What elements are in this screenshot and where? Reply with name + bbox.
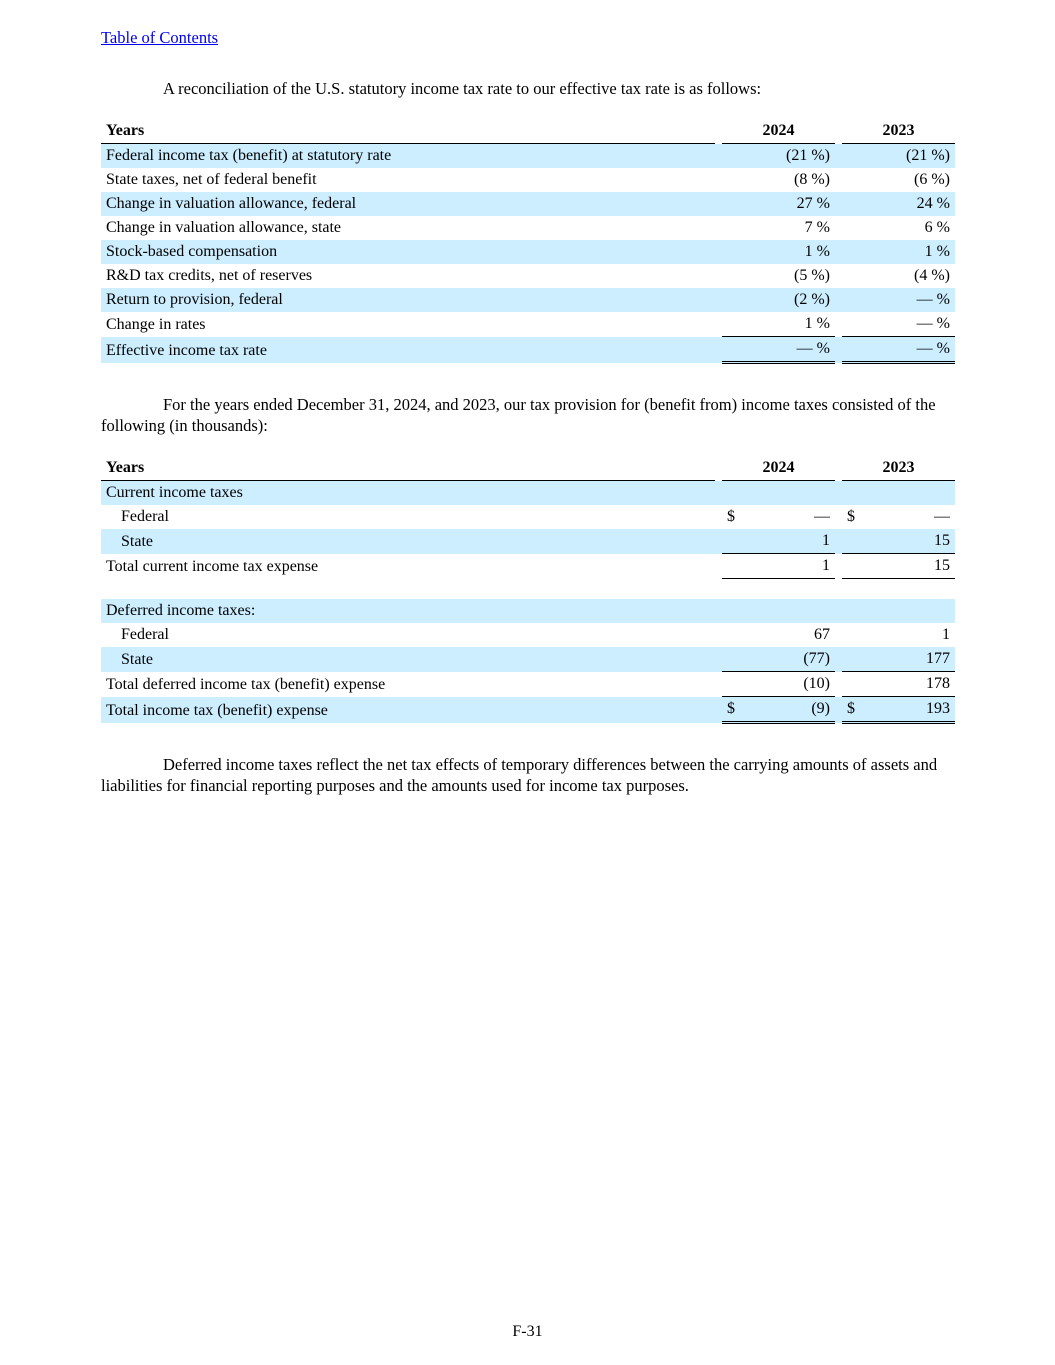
table-row: Federal $ — $ — [101,505,955,529]
table-row: R&D tax credits, net of reserves (5 %) (… [101,264,955,288]
value-2024: (77) [722,647,835,673]
header-years: Years [101,456,715,482]
row-label: Stock-based compensation [106,243,278,261]
row-label: R&D tax credits, net of reserves [106,267,313,285]
value-2024: 1 % [722,312,835,338]
header-2024: 2024 [722,119,835,145]
grand-total-row: Total income tax (benefit) expense $ (9) … [101,696,955,725]
value-2024: $ — [727,508,830,526]
value-2023: (21 %) [906,147,950,165]
value-2023: 15 [842,529,955,555]
header-2023: 2023 [842,119,955,145]
section-label: Deferred income taxes: [106,602,256,620]
value-2024: 67 [814,626,830,644]
value-2024: 27 % [796,195,830,213]
row-label: Change in valuation allowance, state [106,219,342,237]
table-row: State 1 15 [101,529,955,555]
row-label: State taxes, net of federal benefit [106,171,317,189]
value-2023: — % [842,336,955,365]
dollar-sign: $ [727,700,735,718]
value-2024: 1 % [804,243,830,261]
row-label: Federal [121,508,169,526]
table-row: Change in valuation allowance, federal 2… [101,192,955,217]
section-label: Current income taxes [106,484,243,502]
row-label: Total income tax (benefit) expense [106,701,328,719]
table-header-row: Years 2024 2023 [101,456,955,482]
table-row: Federal 67 1 [101,623,955,647]
row-label: State [121,650,153,668]
value-2023: 24 % [916,195,950,213]
value-2024: (10) [722,671,835,698]
provision-paragraph: For the years ended December 31, 2024, a… [101,395,936,436]
spacer-row [101,579,955,600]
table-row: Effective income tax rate — % — % [101,336,955,365]
tax-rate-reconciliation-table: Years 2024 2023 Federal income tax (bene… [101,119,955,365]
row-label: Change in valuation allowance, federal [106,195,357,213]
value-2023: 1 % [924,243,950,261]
row-label: Change in rates [106,315,206,333]
table-row: Stock-based compensation 1 % 1 % [101,240,955,265]
page-number: F-31 [512,1323,543,1340]
value-2023: (6 %) [914,171,950,189]
dollar-sign: $ [727,508,735,526]
table-row: State (77) 177 [101,647,955,673]
table-header-row: Years 2024 2023 [101,119,955,145]
table-of-contents-link[interactable]: Table of Contents [101,28,219,47]
total-row: Total deferred income tax (benefit) expe… [101,671,955,698]
table-row: Change in valuation allowance, state 7 %… [101,216,955,240]
row-label: Return to provision, federal [106,291,283,309]
header-2023: 2023 [842,456,955,482]
table-row: State taxes, net of federal benefit (8 %… [101,168,955,192]
value-2024: 1 [722,529,835,555]
intro-paragraph: A reconciliation of the U.S. statutory i… [163,79,762,98]
section-row-current: Current income taxes [101,480,955,506]
total-row: Total current income tax expense 1 15 [101,553,955,580]
value-2024: (5 %) [794,267,830,285]
value-2024: 1 [722,553,835,580]
value-2023: 15 [842,553,955,580]
value-2024: (2 %) [794,291,830,309]
table-row: Return to provision, federal (2 %) — % [101,288,955,313]
tax-provision-table: Years 2024 2023 Current income taxes Fed… [101,456,955,725]
value-2023: (4 %) [914,267,950,285]
value-2023: — % [916,291,950,309]
value-2023: 6 % [924,219,950,237]
table-row: Federal income tax (benefit) at statutor… [101,143,955,169]
value-2024: 7 % [804,219,830,237]
value-2023: 178 [842,671,955,698]
row-label: Total deferred income tax (benefit) expe… [106,675,386,693]
row-label: Total current income tax expense [106,557,319,575]
dollar-sign: $ [847,508,855,526]
row-label: Effective income tax rate [106,341,267,359]
value-2023: $ — [847,508,950,526]
dollar-sign: $ [847,700,855,718]
value-2024: (8 %) [794,171,830,189]
table-row: Change in rates 1 % — % [101,312,955,338]
value-2023: $193 [842,696,955,725]
section-row-deferred: Deferred income taxes: [101,599,955,624]
row-label: State [121,532,153,550]
value-2023: 177 [842,647,955,673]
header-2024: 2024 [722,456,835,482]
header-years: Years [101,119,715,145]
row-label: Federal income tax (benefit) at statutor… [106,147,392,165]
deferred-tax-paragraph: Deferred income taxes reflect the net ta… [101,755,938,796]
value-2024: — % [722,336,835,365]
value-2023: 1 [942,626,950,644]
value-2023: — % [842,312,955,338]
row-label: Federal [121,626,169,644]
value-2024: $ (9) [722,696,835,725]
value-2024: (21 %) [786,147,830,165]
